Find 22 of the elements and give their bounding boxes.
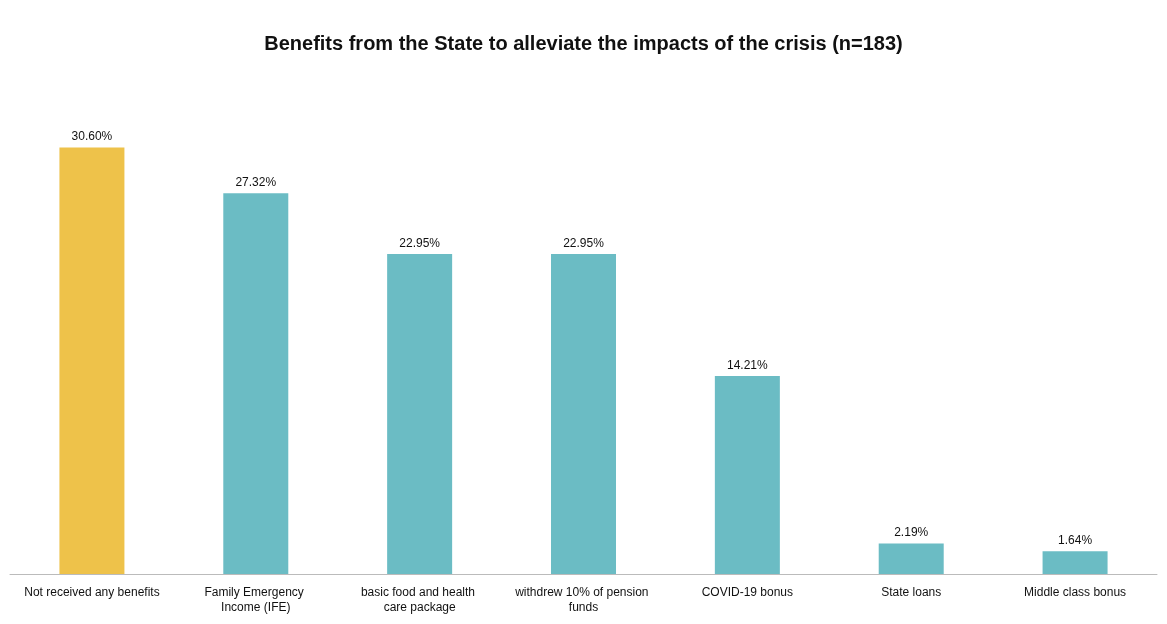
data-label: 22.95% <box>399 236 441 251</box>
data-label: 22.95% <box>563 236 605 251</box>
x-tick-label: withdrew 10% of pension funds <box>514 584 652 614</box>
x-tick-label: Not received any benefits <box>24 584 160 599</box>
x-tick-label: Middle class bonus <box>1024 584 1127 599</box>
data-label: 14.21% <box>727 357 769 372</box>
data-label: 30.60% <box>71 129 113 144</box>
x-tick-label: Family Emergency Income (IFE) <box>204 584 308 614</box>
x-tick-label: COVID-19 bonus <box>701 584 794 599</box>
data-label: 27.32% <box>235 175 277 190</box>
chart-title: Benefits from the State to alleviate the impacts of the crisis (n=183) <box>264 32 903 54</box>
x-tick-label: State loans <box>881 584 942 599</box>
bar <box>1042 551 1108 574</box>
data-label: 2.19% <box>894 525 929 540</box>
x-tick-label: basic food and health care package <box>360 584 479 614</box>
bar <box>714 375 780 574</box>
bar <box>223 193 289 574</box>
bar <box>59 147 125 574</box>
data-label: 1.64% <box>1058 533 1093 548</box>
bar <box>387 254 453 574</box>
bar <box>878 543 944 574</box>
bar <box>551 254 616 574</box>
